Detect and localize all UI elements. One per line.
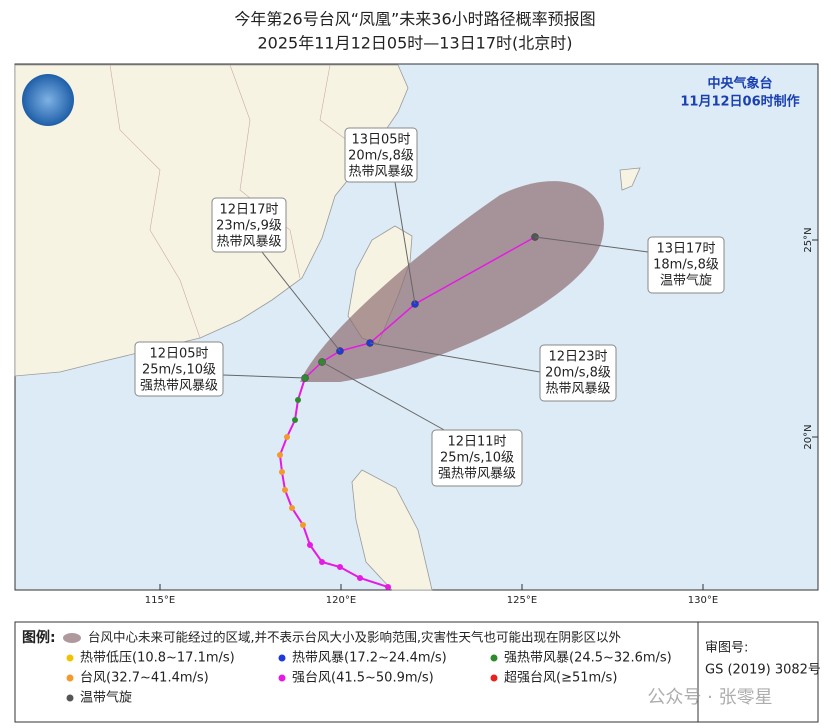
past-point xyxy=(292,417,298,423)
lat-label: 25°N xyxy=(803,227,814,252)
review-number: GS (2019) 3082号 xyxy=(705,663,821,678)
callout-box xyxy=(134,341,224,397)
callout-wind: 23m/s,9级 xyxy=(216,219,282,234)
callout-wind: 18m/s,8级 xyxy=(653,258,719,273)
callout-grade: 强热带风暴级 xyxy=(438,467,516,482)
past-point xyxy=(289,505,295,511)
callout-box xyxy=(431,429,523,487)
legend-dot xyxy=(278,674,286,682)
legend-title: 图例: xyxy=(22,629,56,646)
forecast-track xyxy=(304,236,536,379)
lon-label: 130°E xyxy=(688,595,718,606)
cone-swatch xyxy=(63,633,81,643)
callout-pointer xyxy=(261,251,341,352)
callout-wind: 20m/s,8级 xyxy=(348,149,414,164)
callout-time: 12日17时 xyxy=(219,203,278,218)
callout-pointer xyxy=(321,361,447,432)
past-point xyxy=(357,575,363,581)
agency-logo xyxy=(22,74,74,126)
callout-grade: 热带风暴级 xyxy=(545,382,610,397)
lon-label: 120°E xyxy=(326,595,356,606)
legend-label: 超强台风(≥51m/s) xyxy=(504,671,617,686)
probability-cone xyxy=(300,181,604,382)
legend-label: 强热带风暴(24.5~32.6m/s) xyxy=(504,651,672,666)
lon-label: 115°E xyxy=(145,595,175,606)
legend-dot xyxy=(490,674,498,682)
past-point xyxy=(300,522,306,528)
cone-text: 台风中心未来可能经过的区域,并不表示台风大小及影响范围,灾害性天气也可能出现在阴… xyxy=(88,630,621,645)
callout-grade: 温带气旋 xyxy=(660,273,712,289)
axis-labels: 115°E 120°E 125°E 130°E 25°N 20°N xyxy=(145,227,818,606)
legend-dot xyxy=(66,674,74,682)
legend-label: 温带气旋 xyxy=(80,690,132,706)
callout-box xyxy=(211,197,287,253)
callout-grade: 热带风暴级 xyxy=(348,165,413,180)
callout-grade: 强热带风暴级 xyxy=(140,379,218,394)
past-point xyxy=(277,452,283,458)
past-point xyxy=(385,584,391,590)
past-point xyxy=(279,469,285,475)
callout-box xyxy=(647,236,725,294)
legend-dot xyxy=(66,694,74,702)
callout-pointer xyxy=(369,342,541,373)
past-point xyxy=(284,434,290,440)
callout-box xyxy=(539,344,617,402)
callout-wind: 25m/s,10级 xyxy=(440,451,514,466)
legend-label: 热带低压(10.8~17.1m/s) xyxy=(80,651,235,666)
callout-pointer xyxy=(394,181,416,305)
past-point xyxy=(307,542,313,548)
callout-time: 12日11时 xyxy=(447,435,506,450)
past-point xyxy=(319,559,325,565)
lat-label: 20°N xyxy=(803,424,814,449)
legend-dot xyxy=(490,654,498,662)
callout-wind: 20m/s,8级 xyxy=(545,366,611,381)
past-point xyxy=(337,564,343,570)
legend-dot xyxy=(66,654,74,662)
callout-grade: 热带风暴级 xyxy=(216,235,281,250)
legend-dot xyxy=(278,654,286,662)
issue-time: 11月12日06时制作 xyxy=(680,94,799,110)
callout-time: 12日05时 xyxy=(149,347,208,362)
track xyxy=(277,233,539,590)
legend-label: 强台风(41.5~50.9m/s) xyxy=(292,671,434,686)
past-point xyxy=(295,397,301,403)
review-label: 审图号: xyxy=(705,641,748,656)
callouts: 13日05时20m/s,8级热带风暴级12日17时23m/s,9级热带风暴级12… xyxy=(134,127,725,487)
callout-pointer xyxy=(534,236,649,253)
callout-time: 12日23时 xyxy=(548,350,607,365)
callout-wind: 25m/s,10级 xyxy=(142,363,216,378)
legend-label: 热带风暴(17.2~24.4m/s) xyxy=(292,651,447,666)
past-point xyxy=(282,487,288,493)
watermark: 公众号 · 张零星 xyxy=(647,687,772,708)
subtitle: 2025年11月12日05时—13日17时(北京时) xyxy=(257,34,572,53)
agency-name: 中央气象台 xyxy=(707,76,772,92)
callout-time: 13日17时 xyxy=(656,242,715,257)
callout-box xyxy=(344,127,418,183)
lon-label: 125°E xyxy=(507,595,537,606)
callout-pointer xyxy=(222,374,306,379)
callout-time: 13日05时 xyxy=(351,133,410,148)
past-track xyxy=(278,377,389,588)
legend-label: 台风(32.7~41.4m/s) xyxy=(80,671,209,686)
legend-box xyxy=(14,621,819,723)
title: 今年第26号台风“凤凰”未来36小时路径概率预报图 xyxy=(234,10,595,29)
legend-items: 热带低压(10.8~17.1m/s) 热带风暴(17.2~24.4m/s) 强热带风… xyxy=(66,651,672,706)
